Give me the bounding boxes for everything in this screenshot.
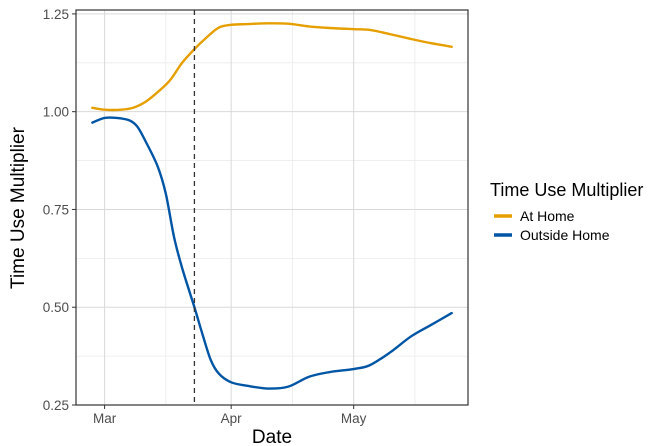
x-tick-label: Apr [221, 411, 243, 426]
series-line-outside-home [91, 116, 453, 390]
y-axis: 0.25 0.50 0.75 1.00 1.25 [43, 7, 76, 413]
series-layer [91, 22, 453, 390]
legend-label-at-home: At Home [520, 208, 575, 224]
grid-minor [76, 10, 468, 405]
series-line-at-home [91, 22, 453, 112]
y-tick-label: 0.25 [43, 398, 69, 413]
x-axis: Mar Apr May [93, 405, 367, 426]
y-tick-label: 0.75 [43, 202, 69, 217]
legend-title: Time Use Multiplier [490, 180, 643, 200]
y-tick-label: 0.50 [43, 300, 69, 315]
y-tick-label: 1.25 [43, 7, 69, 22]
plot-border [75, 9, 469, 406]
x-tick-label: May [341, 411, 367, 426]
y-tick-label: 1.00 [43, 105, 69, 120]
legend: Time Use Multiplier At Home Outside Home [490, 180, 643, 243]
x-tick-label: Mar [93, 411, 117, 426]
legend-label-outside-home: Outside Home [520, 227, 610, 243]
y-axis-title: Time Use Multiplier [8, 126, 29, 289]
x-axis-title: Date [252, 427, 292, 446]
